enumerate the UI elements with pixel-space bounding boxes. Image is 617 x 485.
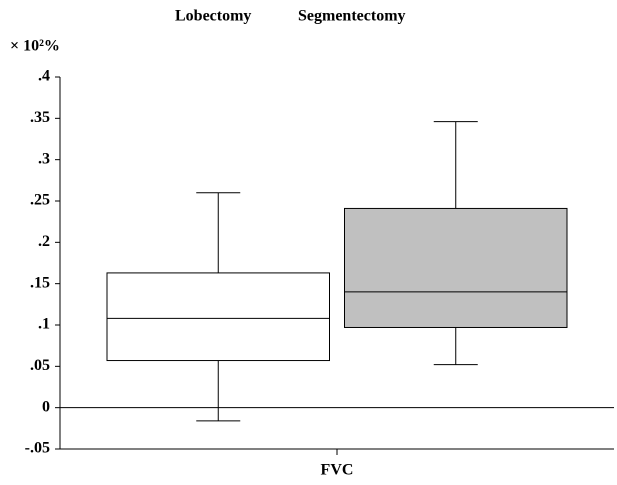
y-tick-label: .1 [38, 316, 50, 333]
legend-label: Segmentectomy [298, 8, 406, 25]
y-tick-label: .15 [30, 274, 50, 291]
y-tick-label: .2 [38, 233, 50, 250]
y-tick-label: .4 [38, 68, 50, 85]
y-tick-label: .25 [30, 192, 50, 209]
x-tick-label: FVC [321, 462, 354, 479]
y-tick-label: -.05 [25, 440, 50, 457]
y-tick-label: .35 [30, 109, 50, 126]
box [344, 207, 568, 328]
legend-label: Lobectomy [175, 8, 251, 25]
box [106, 272, 330, 362]
y-tick-label: 0 [42, 398, 50, 415]
y-axis-label: × 10²% [10, 38, 60, 55]
y-tick-label: .3 [38, 150, 50, 167]
y-tick-label: .05 [30, 357, 50, 374]
